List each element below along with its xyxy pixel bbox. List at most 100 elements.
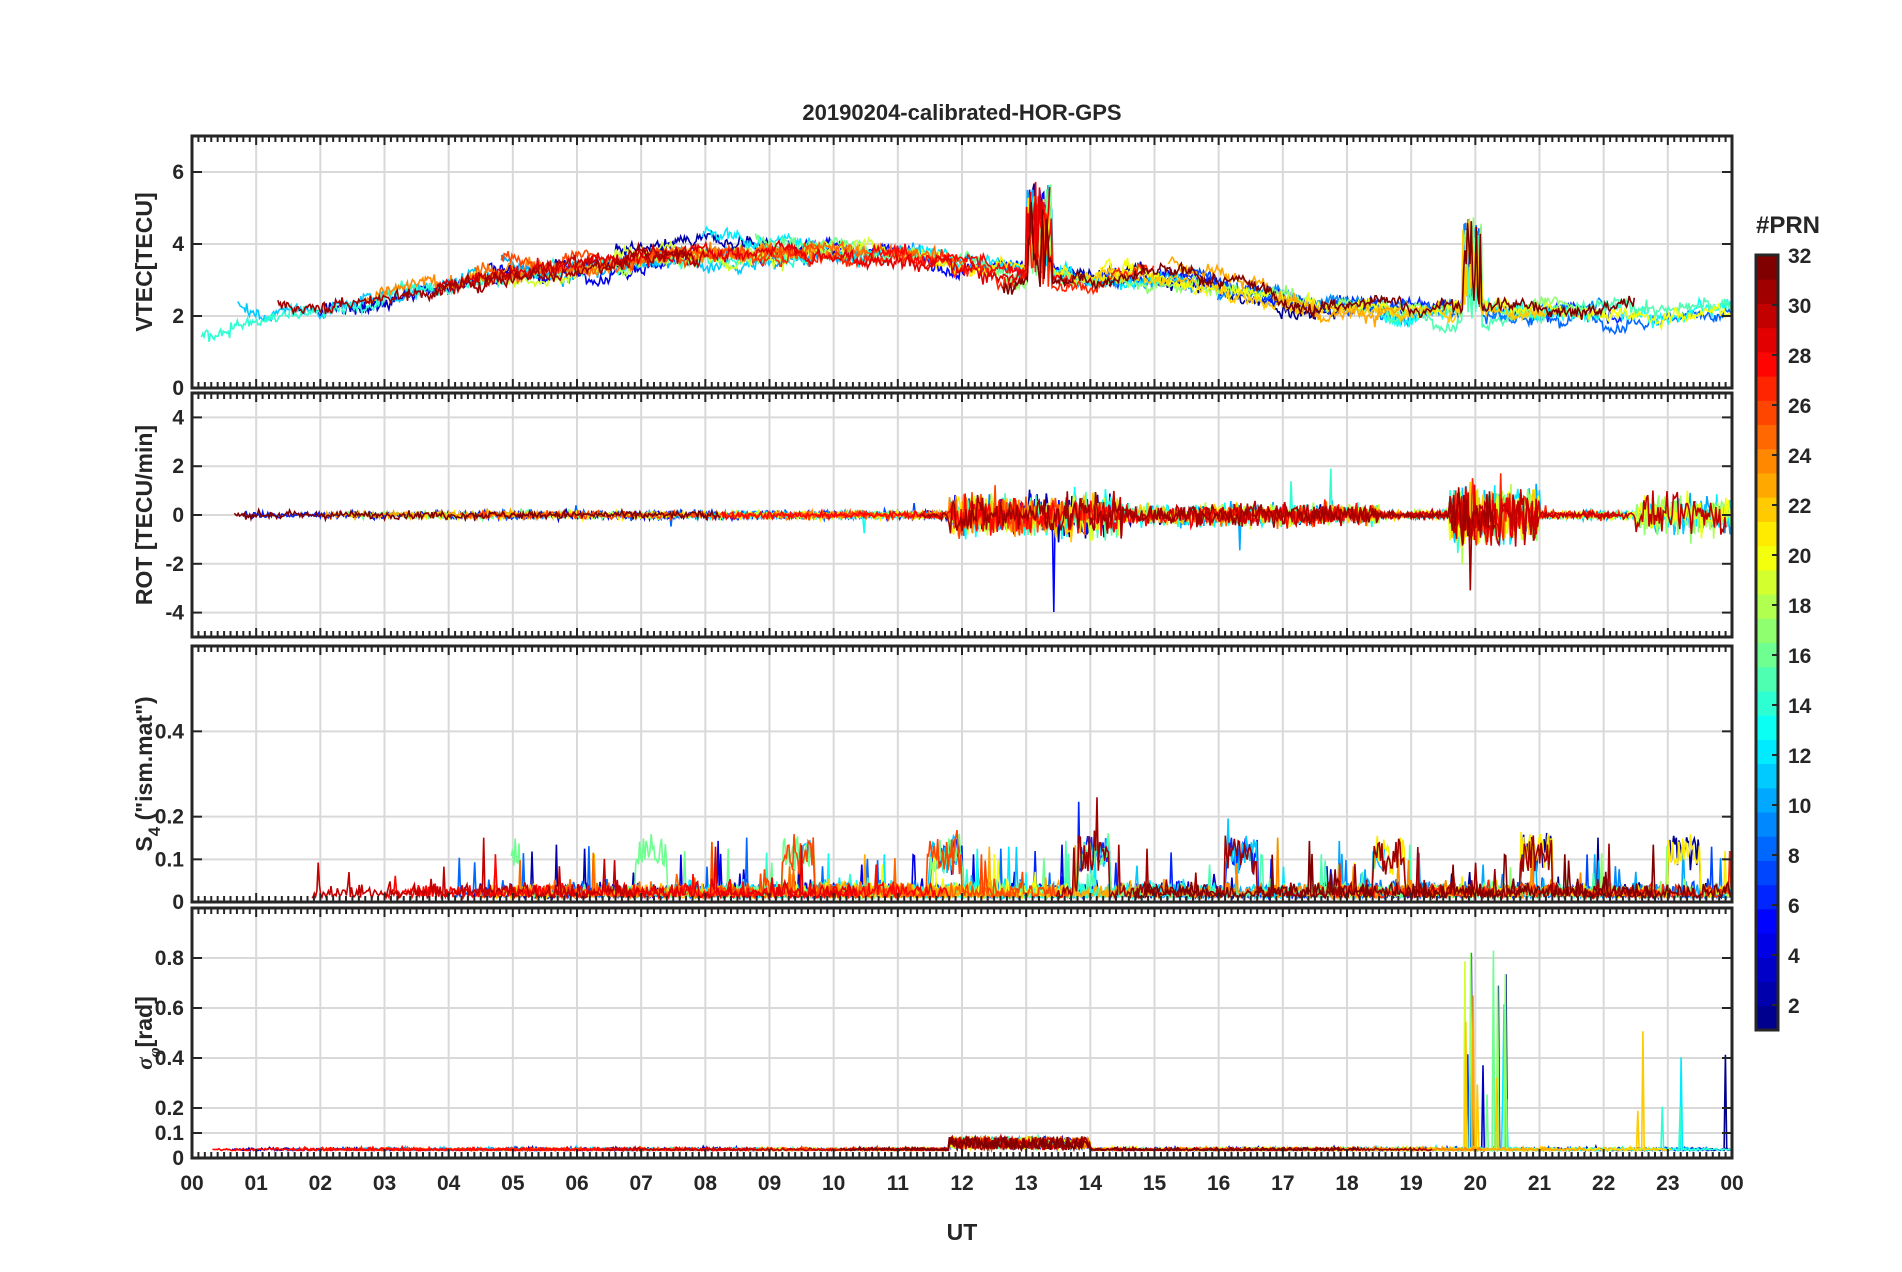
colorbar-segment (1756, 279, 1778, 304)
colorbar-segment (1756, 908, 1778, 934)
colorbar-segment (1756, 497, 1778, 522)
series-prn-14 (200, 246, 833, 343)
y-tick-label: -2 (165, 553, 184, 576)
series-prn-31 (277, 241, 699, 316)
colorbar-segment (1756, 424, 1778, 450)
series-prn-27 (757, 204, 1155, 296)
colorbar-segment (1756, 812, 1778, 837)
x-tick-label: 08 (694, 1172, 718, 1195)
y-axis-label-sigma: σφ[rad] (131, 996, 164, 1069)
series-prn-31 (919, 487, 1496, 591)
series-prn-23 (1169, 995, 1585, 1153)
x-tick-label: 06 (565, 1172, 588, 1195)
x-axis-label: UT (947, 1219, 978, 1245)
colorbar-segment (1756, 303, 1778, 329)
x-tick-label: 09 (758, 1172, 781, 1195)
colorbar-segment (1756, 763, 1778, 789)
y-axis-label-s4: S4 ("ism.mat") (131, 696, 164, 851)
series-group (233, 468, 1733, 613)
y-tick-label: 0.2 (155, 806, 184, 829)
colorbar-segment (1756, 957, 1778, 983)
series-prn-32 (1134, 840, 1733, 901)
x-tick-label: 22 (1592, 1172, 1615, 1195)
y-tick-label: 0.6 (155, 997, 184, 1020)
colorbar-segment (1756, 327, 1778, 353)
panel-rot: -4 -2 0 2 4 ROT [TECU/min] (131, 391, 1734, 639)
x-tick-label: 19 (1399, 1172, 1422, 1195)
x-tick-label: 23 (1656, 1172, 1679, 1195)
y-tick-label: 0 (172, 504, 184, 527)
colorbar-segment (1756, 351, 1778, 377)
y-tick-label: 0.1 (155, 848, 185, 871)
x-tick-label: 02 (309, 1172, 332, 1195)
series-group (212, 950, 1733, 1154)
colorbar-tick-label: 20 (1788, 545, 1811, 568)
colorbar-tick-label: 30 (1788, 295, 1811, 318)
colorbar-tick-label: 6 (1788, 895, 1800, 918)
x-tick-label: 11 (887, 1172, 910, 1195)
series-prn-32 (839, 1135, 1361, 1153)
colorbar-tick-label: 2 (1788, 995, 1800, 1018)
colorbar-segment (1756, 545, 1778, 571)
x-tick-label: 10 (822, 1172, 845, 1195)
y-tick-label: 0 (172, 891, 184, 914)
series-prn-25 (479, 852, 1020, 900)
colorbar-segment (1756, 690, 1778, 716)
colorbar-segment (1756, 981, 1778, 1007)
y-tick-label: 0.4 (155, 1047, 185, 1070)
colorbar-segment (1756, 376, 1778, 401)
colorbar-title: #PRN (1756, 212, 1820, 239)
x-tick-label: 18 (1335, 1172, 1359, 1195)
chart-title: 20190204-calibrated-HOR-GPS (802, 100, 1121, 125)
x-tick-label: 14 (1079, 1172, 1103, 1195)
series-prn-1 (1225, 952, 1732, 1153)
y-axis-label-vtec: VTEC[TECU] (131, 192, 157, 331)
colorbar-tick-label: 8 (1788, 845, 1800, 868)
series-prn-30 (311, 837, 639, 901)
colorbar-tick-label: 16 (1788, 645, 1811, 668)
series-prn-32 (233, 507, 721, 523)
colorbar-segment (1756, 594, 1778, 619)
x-tick-label: 15 (1143, 1172, 1167, 1195)
colorbar-tick-label: 14 (1788, 695, 1812, 718)
series-prn-29 (615, 845, 857, 900)
colorbar-tick-label: 32 (1788, 245, 1811, 268)
y-tick-label: 0.1 (155, 1122, 185, 1145)
colorbar-segment (1756, 739, 1778, 765)
colorbar-segment (1756, 715, 1778, 740)
colorbar-tick-label: 24 (1788, 445, 1812, 468)
series-prn-22 (1086, 218, 1558, 324)
colorbar-box (1754, 253, 1780, 1032)
x-tick-label: 20 (1464, 1172, 1487, 1195)
colorbar-segment (1756, 642, 1778, 668)
series-prn-32 (1002, 202, 1636, 320)
colorbar-segment (1756, 884, 1778, 910)
colorbar-tick-label: 18 (1788, 595, 1812, 618)
y-tick-label: 0 (172, 1147, 184, 1170)
x-tick-label: 17 (1271, 1172, 1294, 1195)
x-tick-label: 13 (1014, 1172, 1037, 1195)
colorbar-segment (1756, 860, 1778, 886)
colorbar-segment (1756, 666, 1778, 692)
y-tick-label: 4 (172, 233, 184, 256)
colorbar-tick-label: 12 (1788, 745, 1811, 768)
x-tick-label: 01 (244, 1172, 268, 1195)
colorbar-segment (1756, 521, 1778, 547)
colorbar-segment (1756, 836, 1778, 861)
colorbar-segment (1756, 787, 1778, 813)
y-tick-label: 6 (172, 161, 184, 184)
x-tick-label: 12 (950, 1172, 973, 1195)
panel-vtec: 0 2 4 6 VTEC[TECU] (131, 134, 1734, 400)
series-prn-12 (1188, 1004, 1705, 1152)
colorbar-tick-label: 4 (1788, 945, 1800, 968)
x-tick-label: 05 (501, 1172, 525, 1195)
x-tick-label: 03 (373, 1172, 396, 1195)
colorbar-segment (1756, 448, 1778, 474)
colorbar-tick-label: 10 (1788, 795, 1811, 818)
series-prn-23 (1167, 255, 1402, 328)
colorbar-segment (1756, 255, 1778, 280)
y-tick-label: 0 (172, 377, 184, 400)
y-tick-label: 2 (172, 455, 184, 478)
colorbar-segment (1756, 1005, 1778, 1031)
